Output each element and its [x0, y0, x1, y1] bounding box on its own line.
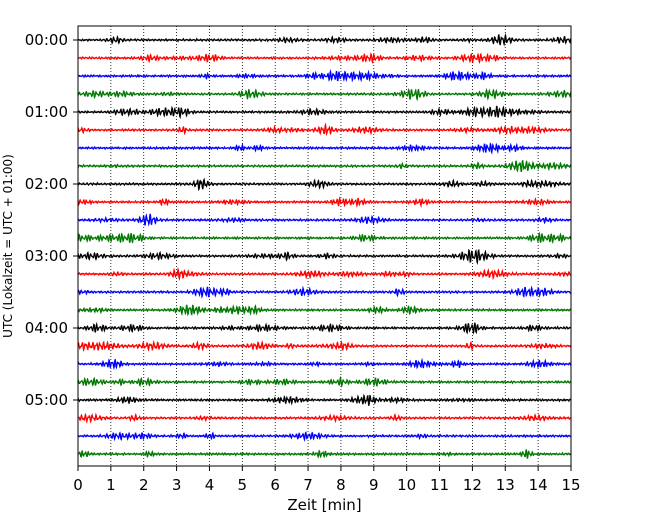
seismogram-trace [77, 105, 572, 120]
x-tick-label: 2 [139, 476, 149, 494]
y-axis-label: UTC (Lokalzeit = UTC + 01:00) [1, 154, 15, 338]
x-tick-label: 13 [496, 476, 515, 494]
seismogram-trace [77, 375, 572, 388]
grid-lines [110, 26, 539, 466]
seismogram-trace [77, 321, 572, 335]
seismogram-trace [77, 248, 572, 266]
seismogram-trace [77, 69, 572, 83]
seismogram-trace [77, 212, 572, 227]
seismogram-trace [77, 196, 572, 209]
x-tick-label: 8 [336, 476, 346, 494]
x-tick-label: 3 [172, 476, 182, 494]
y-tick-label: 04:00 [25, 319, 68, 337]
seismogram-trace [77, 339, 572, 353]
seismogram-trace [77, 122, 572, 137]
seismogram-trace [77, 87, 572, 102]
y-axis: 00:00 01:00 02:00 03:00 04:00 05:00 [25, 31, 78, 409]
x-tick-label: 1 [106, 476, 116, 494]
x-tick-label: 15 [561, 476, 580, 494]
x-tick-label: 9 [369, 476, 379, 494]
seismogram-trace [77, 304, 572, 317]
x-tick-label: 4 [205, 476, 215, 494]
seismogram-trace [77, 159, 572, 173]
x-axis: 0 1 2 3 4 5 6 7 8 9 10 11 12 13 14 15 [73, 466, 581, 494]
y-tick-label: 03:00 [25, 247, 68, 265]
x-axis-label: Zeit [min] [287, 496, 361, 514]
x-tick-label: 10 [397, 476, 416, 494]
y-tick-label: 01:00 [25, 103, 68, 121]
x-tick-label: 12 [463, 476, 482, 494]
seismogram-trace [77, 266, 572, 281]
x-tick-label: 14 [529, 476, 548, 494]
y-tick-label: 05:00 [25, 391, 68, 409]
x-tick-label: 5 [238, 476, 248, 494]
x-tick-label: 7 [303, 476, 313, 494]
seismogram-trace [77, 357, 572, 371]
seismogram-trace [77, 412, 572, 424]
seismogram-trace [77, 449, 572, 459]
seismogram-trace [77, 231, 572, 244]
seismogram-trace [77, 52, 572, 65]
seismogram-trace [77, 177, 572, 192]
plot-frame [77, 25, 572, 467]
plot-background [78, 26, 571, 466]
seismogram-trace [77, 285, 572, 299]
y-tick-label: 00:00 [25, 31, 68, 49]
seismogram-trace [77, 142, 572, 155]
x-tick-label: 0 [73, 476, 83, 494]
x-tick-label: 11 [430, 476, 449, 494]
seismogram-trace [77, 393, 572, 406]
trace-layer [77, 32, 572, 459]
x-tick-label: 6 [270, 476, 280, 494]
seismogram-trace [77, 32, 572, 47]
seismogram-trace [77, 431, 572, 443]
y-tick-label: 02:00 [25, 175, 68, 193]
